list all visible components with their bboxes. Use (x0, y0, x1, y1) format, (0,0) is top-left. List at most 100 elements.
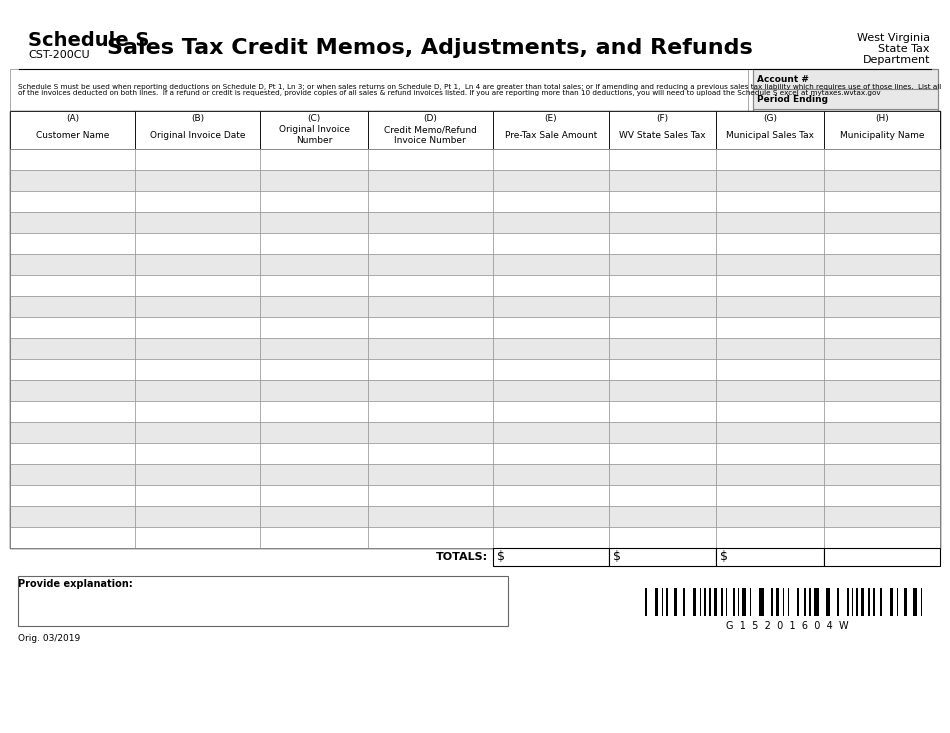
Bar (368, 233, 493, 254)
Bar (861, 588, 864, 616)
Bar (709, 588, 711, 616)
Bar (716, 170, 824, 191)
Bar (609, 548, 716, 566)
Bar (10, 401, 135, 422)
Bar (716, 464, 824, 485)
Bar (368, 296, 493, 317)
Bar (260, 422, 368, 443)
Bar (737, 588, 739, 616)
Bar (824, 296, 940, 317)
Bar (609, 275, 716, 296)
Bar (10, 506, 135, 527)
Bar (716, 401, 824, 422)
Bar (135, 212, 260, 233)
Bar (368, 254, 493, 275)
Bar (824, 275, 940, 296)
Bar (10, 69, 748, 111)
Bar (609, 464, 716, 485)
Bar (824, 443, 940, 464)
Text: Period Ending: Period Ending (757, 95, 828, 103)
Bar (824, 317, 940, 338)
Bar (609, 317, 716, 338)
Bar (135, 380, 260, 401)
Bar (804, 588, 806, 616)
Bar (368, 527, 493, 548)
Bar (10, 464, 135, 485)
Bar (135, 296, 260, 317)
Bar (716, 212, 824, 233)
Bar (683, 588, 685, 616)
Text: Schedule S must be used when reporting deductions on Schedule D, Pt 1, Ln 3; or : Schedule S must be used when reporting d… (18, 84, 941, 97)
Bar (753, 89, 938, 109)
Bar (368, 422, 493, 443)
Bar (135, 359, 260, 380)
Bar (493, 254, 609, 275)
Bar (493, 548, 609, 566)
Bar (260, 275, 368, 296)
Bar (716, 380, 824, 401)
Bar (716, 296, 824, 317)
Bar (824, 111, 940, 149)
Text: (G): (G) (763, 114, 777, 123)
Bar (609, 212, 716, 233)
Bar (699, 588, 701, 616)
Text: (F): (F) (656, 114, 669, 123)
Bar (368, 338, 493, 359)
Bar (716, 317, 824, 338)
Bar (10, 296, 135, 317)
Text: (D): (D) (424, 114, 437, 123)
Bar (368, 464, 493, 485)
Bar (10, 170, 135, 191)
Bar (368, 359, 493, 380)
Bar (10, 485, 135, 506)
Bar (260, 401, 368, 422)
Bar (368, 443, 493, 464)
Bar (493, 275, 609, 296)
Bar (493, 464, 609, 485)
Bar (10, 149, 135, 170)
Bar (135, 170, 260, 191)
Bar (913, 588, 917, 616)
Bar (135, 485, 260, 506)
Bar (368, 149, 493, 170)
Bar (716, 527, 824, 548)
Bar (609, 359, 716, 380)
Bar (260, 506, 368, 527)
Bar (824, 149, 940, 170)
Text: Orig. 03/2019: Orig. 03/2019 (18, 634, 80, 643)
Bar (824, 254, 940, 275)
Bar (10, 443, 135, 464)
Bar (135, 233, 260, 254)
Bar (135, 464, 260, 485)
Bar (260, 254, 368, 275)
Bar (368, 275, 493, 296)
Bar (704, 588, 706, 616)
Text: Schedule S: Schedule S (28, 31, 149, 50)
Bar (493, 317, 609, 338)
Text: (C): (C) (308, 114, 321, 123)
Bar (260, 338, 368, 359)
Bar (889, 588, 893, 616)
Text: Provide explanation:: Provide explanation: (18, 579, 133, 589)
Text: Department: Department (863, 55, 930, 65)
Bar (655, 588, 657, 616)
Bar (824, 527, 940, 548)
Bar (368, 485, 493, 506)
Bar (10, 212, 135, 233)
Bar (493, 422, 609, 443)
Bar (260, 212, 368, 233)
Bar (260, 149, 368, 170)
Bar (716, 233, 824, 254)
Bar (609, 443, 716, 464)
Bar (813, 588, 819, 616)
Bar (824, 212, 940, 233)
Bar (493, 111, 609, 149)
Bar (824, 548, 940, 566)
Bar (770, 588, 772, 616)
Bar (716, 422, 824, 443)
Text: $: $ (497, 550, 504, 564)
Bar (783, 588, 785, 616)
Text: (B): (B) (191, 114, 204, 123)
Text: Pre-Tax Sale Amount: Pre-Tax Sale Amount (504, 130, 598, 139)
Bar (824, 338, 940, 359)
